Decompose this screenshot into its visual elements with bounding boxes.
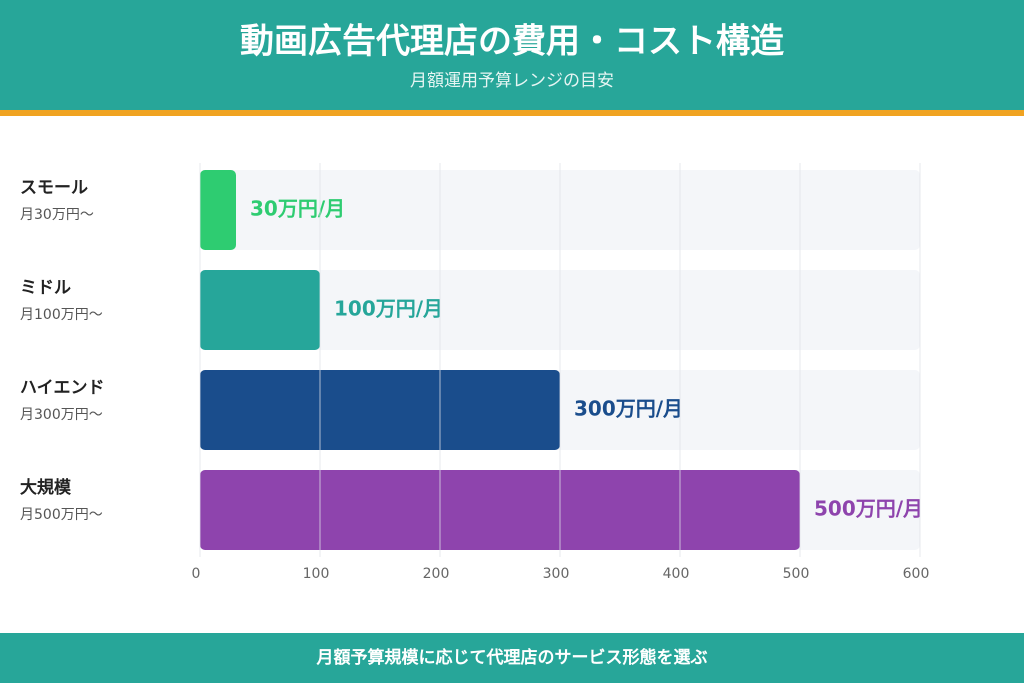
x-tick-label: 400 — [663, 566, 690, 582]
category-label: ハイエンド — [20, 378, 105, 398]
category-sublabel: 月100万円〜 — [20, 307, 103, 323]
footer-text: 月額予算規模に応じて代理店のサービス形態を選ぶ — [316, 647, 708, 668]
x-tick-label: 500 — [783, 566, 810, 582]
category-label: スモール — [20, 178, 88, 198]
value-label: 30万円/月 — [250, 197, 345, 221]
bar — [200, 170, 236, 250]
value-label: 500万円/月 — [814, 497, 923, 521]
x-tick-label: 300 — [543, 566, 570, 582]
x-tick-label: 100 — [303, 566, 330, 582]
category-label: ミドル — [20, 278, 71, 298]
category-sublabel: 月500万円〜 — [20, 507, 103, 523]
x-tick-label: 0 — [192, 566, 201, 582]
x-tick-label: 200 — [423, 566, 450, 582]
category-sublabel: 月300万円〜 — [20, 407, 103, 423]
bar — [200, 370, 560, 450]
bar — [200, 270, 320, 350]
chart-subtitle: 月額運用予算レンジの目安 — [410, 71, 614, 91]
header-stripe — [0, 110, 1024, 116]
category-label: 大規模 — [20, 477, 72, 498]
x-tick-label: 600 — [903, 566, 930, 582]
header-band — [0, 0, 1024, 110]
chart-title: 動画広告代理店の費用・コスト構造 — [240, 22, 784, 62]
value-label: 100万円/月 — [334, 297, 443, 321]
footer-band — [0, 633, 1024, 683]
category-sublabel: 月30万円〜 — [20, 207, 94, 223]
value-label: 300万円/月 — [574, 397, 683, 421]
bar — [200, 470, 800, 550]
